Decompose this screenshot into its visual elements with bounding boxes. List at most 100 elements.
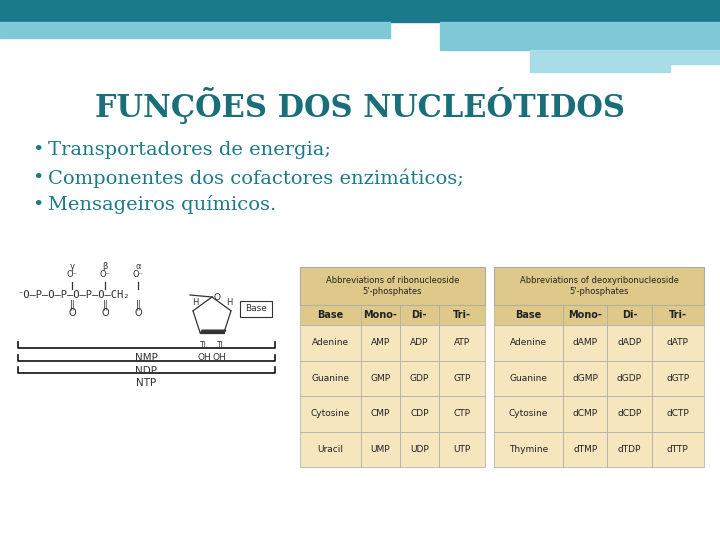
- Bar: [494, 431, 563, 467]
- Bar: [300, 325, 361, 361]
- Text: α: α: [135, 262, 140, 271]
- Bar: [361, 305, 400, 325]
- Text: O: O: [68, 308, 76, 318]
- Text: ADP: ADP: [410, 338, 428, 347]
- Text: FUNÇÕES DOS NUCLEÓTIDOS: FUNÇÕES DOS NUCLEÓTIDOS: [95, 86, 625, 124]
- Bar: [494, 267, 704, 305]
- Text: ⁻O—P—O—P—O—P—O—CH₂: ⁻O—P—O—P—O—P—O—CH₂: [18, 290, 130, 300]
- Text: Mensageiros químicos.: Mensageiros químicos.: [48, 195, 276, 214]
- Bar: [608, 305, 652, 325]
- Text: Transportadores de energia;: Transportadores de energia;: [48, 141, 331, 159]
- Text: ‖: ‖: [135, 300, 140, 310]
- Bar: [608, 361, 652, 396]
- Bar: [300, 396, 361, 431]
- Text: AMP: AMP: [371, 338, 390, 347]
- Bar: [300, 361, 361, 396]
- Text: GDP: GDP: [410, 374, 429, 383]
- Bar: [608, 431, 652, 467]
- Text: β: β: [102, 262, 108, 271]
- Text: O⁻: O⁻: [132, 270, 143, 279]
- Text: NMP: NMP: [135, 353, 158, 363]
- Bar: [300, 431, 361, 467]
- Bar: [300, 305, 361, 325]
- Text: O: O: [214, 293, 221, 301]
- Bar: [400, 396, 438, 431]
- Bar: [530, 64, 670, 72]
- Bar: [361, 431, 400, 467]
- Text: Base: Base: [318, 310, 343, 320]
- Text: UDP: UDP: [410, 445, 428, 454]
- Bar: [563, 361, 608, 396]
- Text: ATP: ATP: [454, 338, 470, 347]
- Text: dCDP: dCDP: [617, 409, 642, 418]
- Bar: [361, 325, 400, 361]
- Text: Base: Base: [516, 310, 541, 320]
- Text: γ: γ: [70, 262, 74, 271]
- Text: dTTP: dTTP: [667, 445, 688, 454]
- Text: Mono-: Mono-: [364, 310, 397, 320]
- Text: O⁻: O⁻: [99, 270, 110, 279]
- Text: Tri-: Tri-: [669, 310, 687, 320]
- Text: CMP: CMP: [371, 409, 390, 418]
- Text: Adenine: Adenine: [510, 338, 547, 347]
- Text: Adenine: Adenine: [312, 338, 349, 347]
- Bar: [494, 325, 563, 361]
- Text: OH: OH: [197, 353, 211, 362]
- Bar: [563, 396, 608, 431]
- Text: Cytosine: Cytosine: [311, 409, 350, 418]
- Bar: [438, 431, 485, 467]
- Bar: [0, 22, 390, 38]
- Bar: [563, 431, 608, 467]
- Text: OH: OH: [213, 353, 227, 362]
- Text: CDP: CDP: [410, 409, 428, 418]
- Text: Di-: Di-: [621, 310, 637, 320]
- Text: Di-: Di-: [412, 310, 427, 320]
- Bar: [400, 431, 438, 467]
- Bar: [240, 301, 272, 317]
- Text: dCMP: dCMP: [573, 409, 598, 418]
- Bar: [438, 325, 485, 361]
- Bar: [494, 305, 563, 325]
- Text: •: •: [32, 196, 44, 214]
- Text: dTDP: dTDP: [618, 445, 641, 454]
- Bar: [652, 396, 704, 431]
- Text: Componentes dos cofactores enzimáticos;: Componentes dos cofactores enzimáticos;: [48, 168, 464, 188]
- Text: dAMP: dAMP: [573, 338, 598, 347]
- Text: GTP: GTP: [453, 374, 471, 383]
- Text: dADP: dADP: [617, 338, 642, 347]
- Text: dGDP: dGDP: [617, 374, 642, 383]
- Text: TI: TI: [200, 341, 207, 350]
- Text: CTP: CTP: [454, 409, 470, 418]
- Text: dCTP: dCTP: [667, 409, 689, 418]
- Bar: [530, 50, 720, 64]
- Text: Mono-: Mono-: [568, 310, 603, 320]
- Text: UMP: UMP: [371, 445, 390, 454]
- Bar: [608, 325, 652, 361]
- Text: ‖: ‖: [70, 300, 74, 310]
- Text: dATP: dATP: [667, 338, 689, 347]
- Text: O: O: [134, 308, 142, 318]
- Text: Abbreviations of deoxyribonucleoside
5'-phosphates: Abbreviations of deoxyribonucleoside 5'-…: [520, 275, 678, 296]
- Text: NDP: NDP: [135, 366, 158, 376]
- Text: Guanine: Guanine: [510, 374, 548, 383]
- Bar: [400, 325, 438, 361]
- Text: TI: TI: [217, 341, 224, 350]
- Bar: [0, 0, 720, 22]
- Bar: [438, 396, 485, 431]
- Text: Guanine: Guanine: [312, 374, 349, 383]
- Text: Base: Base: [245, 305, 267, 313]
- Text: dGTP: dGTP: [666, 374, 689, 383]
- Text: GMP: GMP: [370, 374, 390, 383]
- Text: •: •: [32, 169, 44, 187]
- Bar: [400, 361, 438, 396]
- Bar: [494, 396, 563, 431]
- Bar: [494, 361, 563, 396]
- Bar: [361, 396, 400, 431]
- Text: Abbreviations of ribonucleoside
5'-phosphates: Abbreviations of ribonucleoside 5'-phosp…: [326, 275, 459, 296]
- Bar: [400, 305, 438, 325]
- Bar: [652, 305, 704, 325]
- Text: O: O: [102, 308, 109, 318]
- Text: Thymine: Thymine: [509, 445, 548, 454]
- Bar: [608, 396, 652, 431]
- Text: •: •: [32, 141, 44, 159]
